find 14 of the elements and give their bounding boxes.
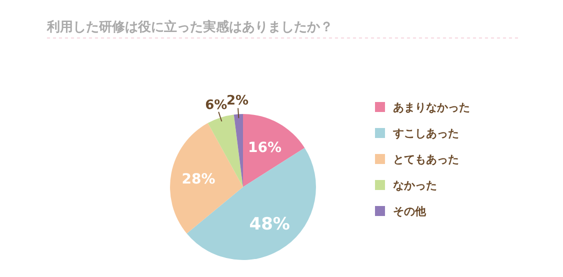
legend-label: あまりなかった [393, 101, 470, 114]
chart-title: 利用した研修は役に立った実感はありましたか？ [46, 19, 333, 35]
legend-label: その他 [393, 205, 427, 218]
pie-slice [234, 114, 243, 187]
pie-slice [170, 123, 243, 234]
data-label: 48% [249, 214, 290, 235]
pie-slice [243, 114, 305, 187]
data-label: 6% [205, 98, 228, 113]
data-label: 2% [226, 94, 249, 109]
legend-label: とてもあった [393, 153, 459, 166]
data-label: 28% [182, 171, 216, 188]
data-label: 16% [248, 140, 282, 156]
legend-label: なかった [393, 179, 437, 192]
legend-label: すこしあった [392, 127, 459, 140]
